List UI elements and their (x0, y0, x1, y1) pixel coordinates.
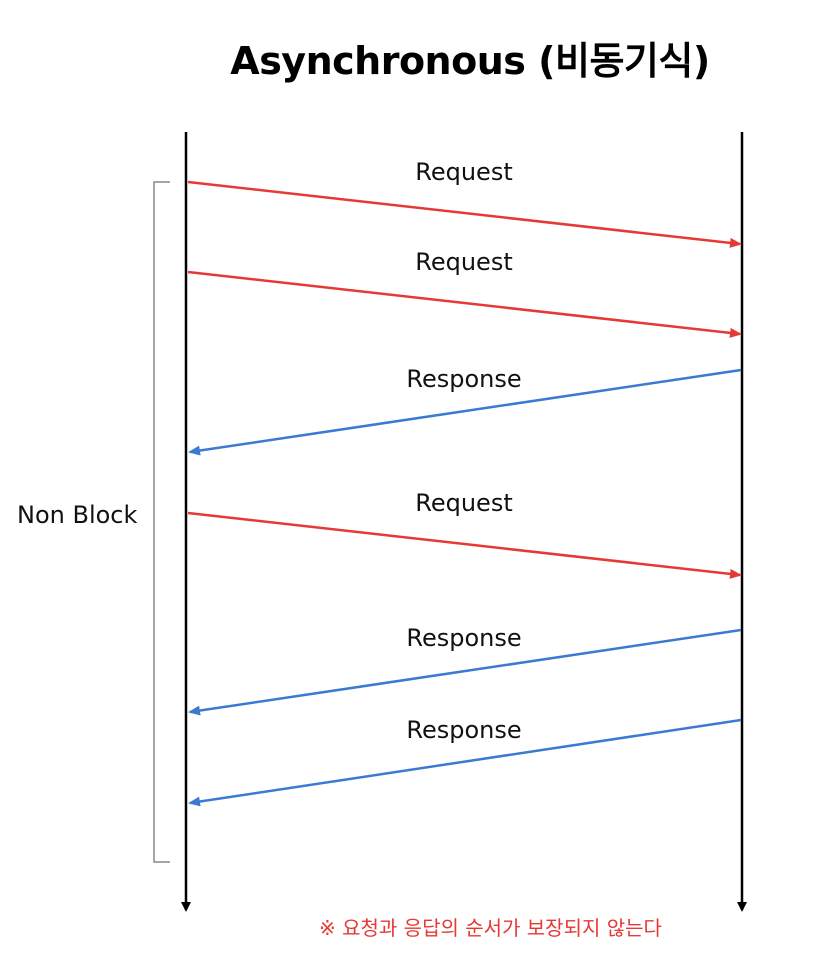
request-arrow (187, 180, 742, 248)
response-arrow (188, 718, 742, 807)
message-3: Response (188, 365, 742, 456)
non-block-bracket (153, 181, 170, 863)
request-arrow (187, 270, 742, 338)
message-2: Request (187, 248, 742, 338)
response-label: Response (406, 365, 521, 393)
diagram-title: Asynchronous (비동기식) (230, 39, 710, 83)
message-4: Request (187, 489, 742, 579)
non-block-label: Non Block (17, 501, 137, 529)
request-label: Request (415, 248, 513, 276)
response-arrow (188, 628, 742, 716)
ordering-note: ※ 요청과 응답의 순서가 보장되지 않는다 (319, 916, 662, 940)
request-arrow (187, 511, 742, 579)
message-1: Request (187, 158, 742, 248)
response-label: Response (406, 716, 521, 744)
response-label: Response (406, 624, 521, 652)
request-label: Request (415, 158, 513, 186)
message-5: Response (188, 624, 742, 716)
request-label: Request (415, 489, 513, 517)
message-6: Response (188, 716, 742, 807)
response-arrow (188, 368, 742, 456)
